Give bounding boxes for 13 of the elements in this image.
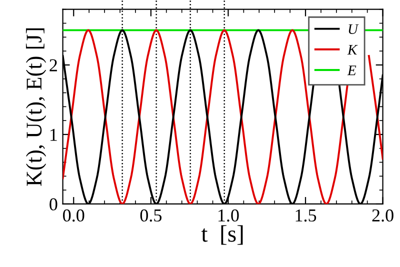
x-tick-label: 2.0: [372, 209, 394, 222]
x-axis-title: t [s]: [201, 225, 243, 245]
legend-label: E: [347, 66, 356, 76]
y-tick-label: 1: [50, 128, 57, 141]
legend-label: K: [347, 44, 358, 55]
x-tick-label: 1.0: [218, 209, 239, 222]
y-tick-label: 2: [50, 59, 57, 72]
legend-label: U: [348, 24, 359, 34]
y-axis-title: K(t), U(t), E(t) [J]: [26, 28, 46, 186]
x-tick-label: 0.0: [63, 209, 84, 222]
y-tick-label: 0: [50, 198, 58, 210]
x-tick-label: 1.5: [296, 209, 316, 222]
x-tick-label: 0.5: [140, 209, 162, 222]
